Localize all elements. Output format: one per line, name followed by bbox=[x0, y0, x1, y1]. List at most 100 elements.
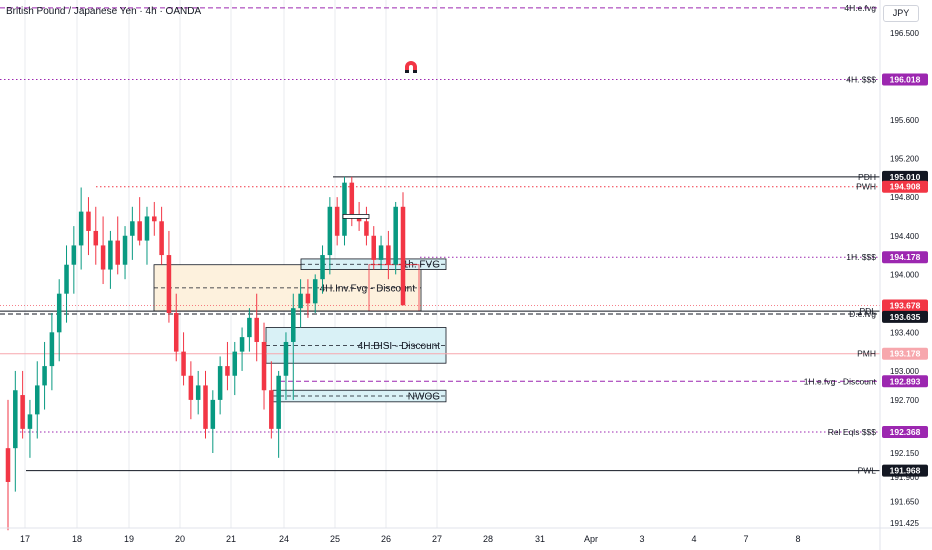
price-tick-label: 192.700 bbox=[890, 396, 919, 405]
candle-body bbox=[137, 221, 142, 241]
price-tick-label: 196.500 bbox=[890, 29, 919, 38]
candle-body bbox=[152, 216, 157, 222]
price-axis[interactable]: 196.500 195.600 195.200 194.800 194.400 194.0… bbox=[879, 0, 928, 550]
price-tag-label: 194.178 bbox=[890, 252, 921, 262]
candle-body bbox=[356, 216, 362, 222]
candle-body bbox=[217, 366, 223, 400]
currency-badge[interactable]: JPY bbox=[883, 5, 919, 22]
time-tick-label: 21 bbox=[226, 534, 236, 544]
time-tick-label: 19 bbox=[124, 534, 134, 544]
price-tag-label: 194.908 bbox=[890, 182, 921, 192]
level-label: PWL bbox=[858, 466, 877, 476]
candle-body bbox=[166, 255, 172, 313]
time-tick-label: 18 bbox=[72, 534, 82, 544]
candle-body bbox=[349, 182, 355, 217]
price-tag bbox=[882, 310, 928, 323]
candle-body bbox=[78, 211, 84, 246]
candle-body bbox=[144, 216, 150, 241]
price-tag-label: 193.178 bbox=[890, 349, 921, 359]
candle-body bbox=[122, 235, 128, 265]
level-label: 4H.e.fvg bbox=[844, 3, 876, 13]
price-tick-label: 191.650 bbox=[890, 497, 919, 506]
candle-body bbox=[247, 317, 252, 338]
price-tick-label: 193.000 bbox=[890, 367, 919, 376]
candles bbox=[5, 176, 406, 531]
level-label: 1H.e.fvg - Discount bbox=[804, 376, 877, 386]
time-axis[interactable]: 17 18 19 20 21 24 25 26 27 28 31 Apr 3 4 7 8 bbox=[0, 527, 932, 544]
drawing-marker bbox=[342, 214, 370, 219]
price-tick-label: 194.400 bbox=[890, 232, 919, 241]
level-label: PDH bbox=[858, 172, 876, 182]
time-tick-label: 31 bbox=[535, 534, 545, 544]
candle-body bbox=[13, 390, 18, 449]
zone-label: 4H.BISI - Discount bbox=[358, 341, 440, 352]
candle-body bbox=[42, 366, 47, 386]
candle-body bbox=[188, 375, 194, 400]
candle-body bbox=[49, 332, 55, 367]
price-tag bbox=[882, 347, 928, 360]
price-tick-label: 191.425 bbox=[890, 519, 919, 528]
time-tick-label: 4 bbox=[691, 534, 696, 544]
candle-body bbox=[239, 337, 245, 352]
candle-body bbox=[327, 206, 333, 256]
price-tick-label: 191.900 bbox=[890, 473, 919, 482]
candle-body bbox=[100, 245, 106, 270]
candle-body bbox=[291, 308, 296, 342]
candle-body bbox=[20, 395, 25, 429]
price-tag bbox=[882, 73, 928, 86]
candle-body bbox=[232, 351, 238, 376]
price-tick-label: 192.150 bbox=[890, 449, 919, 458]
candle-body bbox=[225, 366, 230, 376]
candle-body bbox=[108, 240, 113, 270]
candle-body bbox=[27, 414, 33, 429]
candle-body bbox=[181, 351, 186, 376]
candle-body bbox=[159, 221, 164, 256]
candle-body bbox=[56, 293, 62, 333]
candle-body bbox=[334, 206, 340, 236]
candle-body bbox=[371, 235, 377, 260]
candle-body bbox=[86, 211, 91, 231]
candle-body bbox=[261, 341, 267, 391]
price-tick-label: 194.000 bbox=[890, 270, 919, 279]
candle-body bbox=[393, 206, 398, 265]
level-label: D.e.fvg bbox=[849, 309, 876, 319]
time-tick-label: 7 bbox=[743, 534, 748, 544]
candle-body bbox=[283, 341, 289, 376]
candle-body bbox=[378, 245, 384, 260]
zones: 4H.Inv.Fvg - Discount 1h. FVG 4H.BISI - Di… bbox=[153, 258, 447, 403]
candle-body bbox=[115, 240, 120, 265]
price-tag bbox=[882, 425, 928, 438]
price-tag bbox=[882, 464, 928, 477]
magnet-icon[interactable] bbox=[403, 60, 419, 79]
price-tag-label: 192.893 bbox=[890, 376, 921, 386]
candle-body bbox=[269, 390, 274, 429]
time-tick-label: 25 bbox=[330, 534, 340, 544]
candle-body bbox=[5, 448, 11, 482]
candle-body bbox=[364, 221, 369, 236]
price-tick-label: 195.600 bbox=[890, 116, 919, 125]
candle-body bbox=[254, 317, 259, 342]
level-label: 1H. $$$ bbox=[846, 252, 876, 262]
price-tag-label: 193.635 bbox=[890, 312, 921, 322]
price-tick-label: 195.200 bbox=[890, 155, 919, 164]
level-label: 4H. $$$ bbox=[846, 75, 876, 85]
candle-body bbox=[312, 279, 318, 304]
level-label: PMH bbox=[857, 349, 876, 359]
time-tick-label: Apr bbox=[584, 534, 598, 544]
candle-body bbox=[64, 264, 69, 294]
zone-label: NWOG bbox=[408, 392, 440, 403]
level-label: Rel Eqls $$$ bbox=[828, 427, 876, 437]
price-tag bbox=[882, 251, 928, 264]
price-tag-label: 195.010 bbox=[890, 172, 921, 182]
price-tag-label: 196.018 bbox=[890, 75, 921, 85]
candle-body bbox=[34, 385, 40, 415]
price-tag bbox=[882, 180, 928, 193]
time-tick-label: 17 bbox=[20, 534, 30, 544]
zone-label: 1h. FVG bbox=[403, 260, 440, 271]
time-tick-label: 3 bbox=[639, 534, 644, 544]
time-tick-label: 28 bbox=[483, 534, 493, 544]
candle-body bbox=[386, 245, 391, 265]
candle-body bbox=[320, 255, 325, 280]
